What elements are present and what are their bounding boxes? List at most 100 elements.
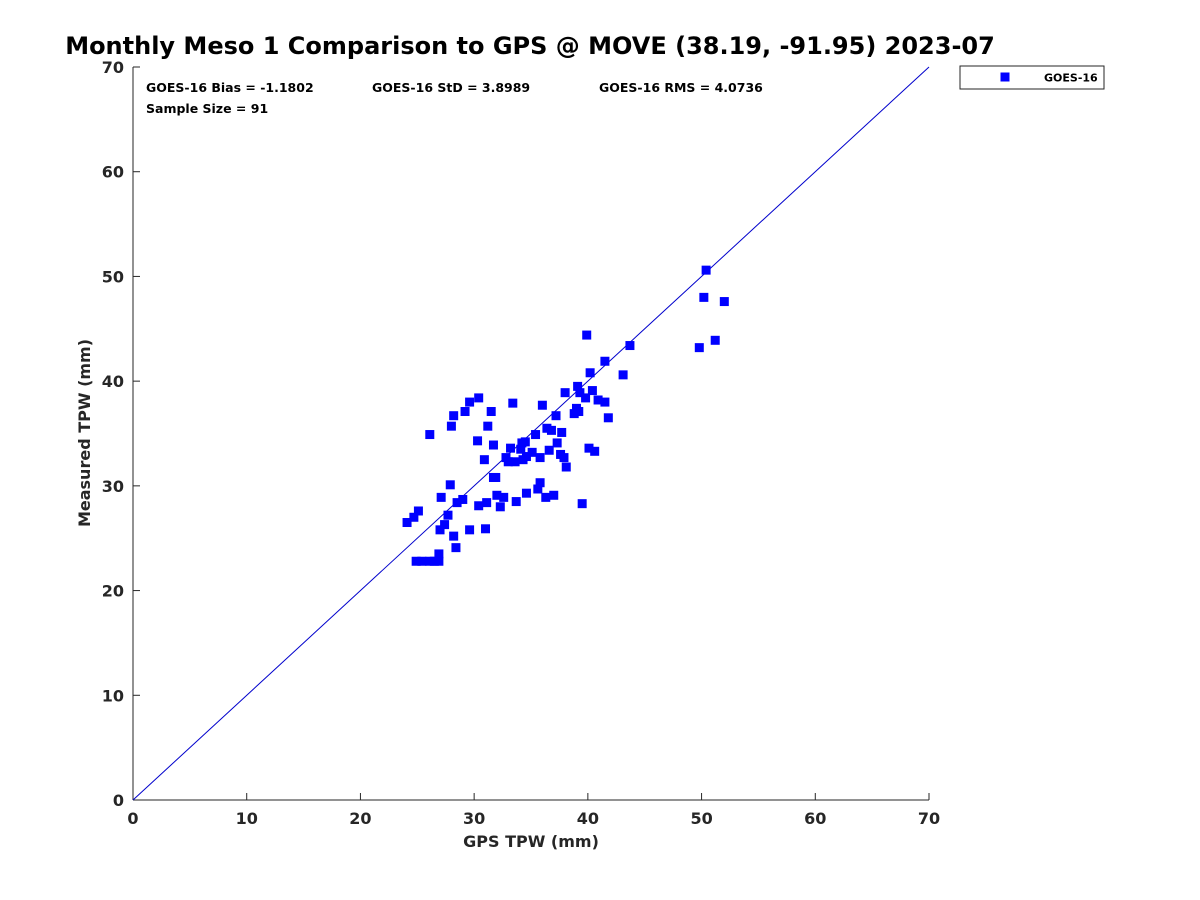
data-point [535, 478, 545, 488]
data-point [573, 381, 583, 391]
data-point [603, 413, 613, 423]
one-to-one-reference-line [132, 66, 930, 801]
data-point [503, 457, 513, 467]
data-point [582, 330, 592, 340]
x-tick-label: 60 [804, 809, 826, 828]
data-point [625, 341, 635, 351]
data-point [488, 440, 498, 450]
data-point [590, 446, 600, 456]
data-point [559, 453, 569, 463]
data-point [425, 556, 435, 566]
data-point [473, 436, 483, 446]
data-point [486, 407, 496, 417]
x-ticks: 0 10 20 30 40 50 60 70 [127, 793, 940, 828]
data-point [483, 421, 493, 431]
data-point [435, 525, 445, 535]
data-point [531, 430, 541, 440]
data-point [600, 397, 610, 407]
data-point [544, 445, 554, 455]
data-point [411, 556, 421, 566]
data-point [417, 556, 427, 566]
y-tick-label: 30 [102, 477, 124, 496]
y-tick-label: 0 [113, 791, 124, 810]
data-point [546, 425, 556, 435]
data-point [581, 393, 591, 403]
data-point [575, 388, 585, 398]
data-point [445, 480, 455, 490]
data-point [452, 498, 462, 508]
x-axis-label: GPS TPW (mm) [463, 832, 599, 851]
data-point [508, 398, 518, 408]
data-point [549, 490, 559, 500]
data-point [552, 438, 562, 448]
data-point [521, 488, 531, 498]
data-point [474, 393, 484, 403]
data-point [479, 455, 489, 465]
legend-marker-goes16 [1000, 72, 1010, 82]
y-tick-label: 40 [102, 372, 124, 391]
data-point [402, 518, 412, 528]
y-ticks: 0 10 20 30 40 50 60 70 [102, 58, 140, 810]
data-point [527, 447, 537, 457]
data-point [449, 411, 459, 421]
x-tick-label: 70 [918, 809, 940, 828]
data-point [413, 506, 423, 516]
data-point [510, 457, 520, 467]
data-point [446, 421, 456, 431]
data-point [495, 502, 505, 512]
data-point [719, 297, 729, 307]
data-point [491, 472, 501, 482]
data-point [511, 497, 521, 507]
stat-rms: GOES-16 RMS = 4.0736 [599, 80, 763, 95]
data-point [537, 400, 547, 410]
data-point [499, 492, 509, 502]
data-point [593, 395, 603, 405]
x-tick-label: 40 [577, 809, 599, 828]
x-tick-label: 20 [349, 809, 371, 828]
legend-box [959, 65, 1105, 90]
data-point [425, 430, 435, 440]
data-point [585, 368, 595, 378]
data-point [694, 343, 704, 353]
data-point [577, 499, 587, 509]
y-tick-label: 50 [102, 267, 124, 286]
data-point [701, 265, 711, 275]
goes16-series [402, 265, 729, 566]
data-point [551, 411, 561, 421]
chart-title: Monthly Meso 1 Comparison to GPS @ MOVE … [65, 32, 995, 60]
data-point [560, 388, 570, 398]
data-point [409, 512, 419, 522]
data-point [516, 444, 526, 454]
data-point [474, 501, 484, 511]
x-tick-label: 30 [463, 809, 485, 828]
y-tick-label: 70 [102, 58, 124, 77]
y-tick-label: 60 [102, 163, 124, 182]
data-point [481, 524, 491, 534]
y-axis-label: Measured TPW (mm) [75, 339, 94, 527]
y-tick-label: 20 [102, 582, 124, 601]
data-point [584, 443, 594, 453]
data-point [520, 437, 530, 447]
legend-label-goes16: GOES-16 [1044, 72, 1098, 85]
data-point [434, 549, 444, 559]
data-point [436, 492, 446, 502]
data-point [710, 335, 720, 345]
data-point [506, 443, 516, 453]
y-tick-label: 10 [102, 686, 124, 705]
data-point [600, 356, 610, 366]
data-point [618, 370, 628, 380]
stat-bias: GOES-16 Bias = -1.1802 [146, 80, 314, 95]
data-point [429, 556, 439, 566]
data-point [492, 490, 502, 500]
data-point [521, 452, 531, 462]
data-point [465, 525, 475, 535]
x-tick-label: 10 [236, 809, 258, 828]
data-point [699, 292, 709, 302]
data-point [443, 510, 453, 520]
data-point [451, 543, 461, 553]
data-point [561, 462, 571, 472]
data-point [587, 386, 597, 396]
data-point [440, 520, 450, 530]
data-point [574, 407, 584, 417]
